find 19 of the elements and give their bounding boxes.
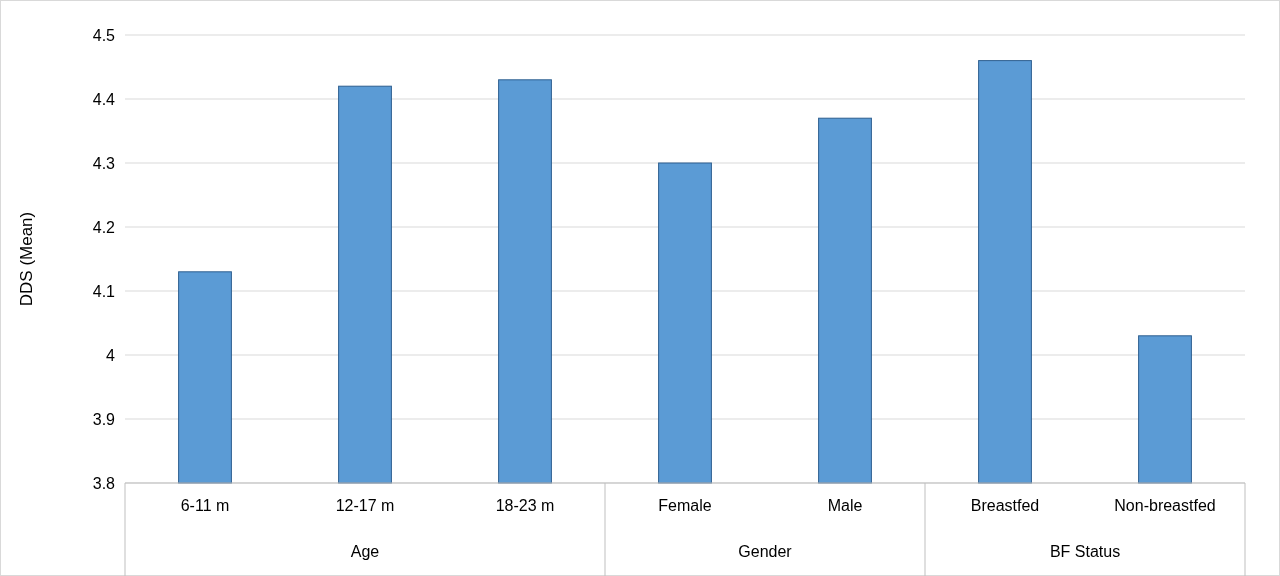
x-tick-label: Male (827, 497, 863, 514)
y-tick-label: 3.8 (92, 474, 116, 492)
x-tick-label: 12-17 m (335, 497, 395, 514)
y-tick-label: 4.3 (92, 154, 116, 172)
text: Age (350, 543, 380, 560)
text: BF Status (1049, 543, 1121, 560)
y-tick-label: 4.1 (92, 282, 116, 300)
x-tick-label: Breastfed (970, 497, 1040, 514)
y-tick-label: 3.9 (92, 410, 116, 428)
text: Gender (738, 543, 793, 560)
y-axis-title: DDS (Mean) (17, 211, 36, 307)
y-tick-label: 4.5 (92, 26, 116, 44)
y-tick-label: 4 (106, 346, 116, 364)
x-tick-label: 18-23 m (495, 497, 555, 514)
x-tick-label: Non-breastfed (1114, 497, 1216, 514)
y-tick-label: 4.2 (92, 218, 116, 236)
x-tick-label: 6-11 m (180, 497, 230, 514)
x-tick-label: Female (658, 497, 712, 514)
y-tick-label: 4.4 (92, 90, 116, 108)
